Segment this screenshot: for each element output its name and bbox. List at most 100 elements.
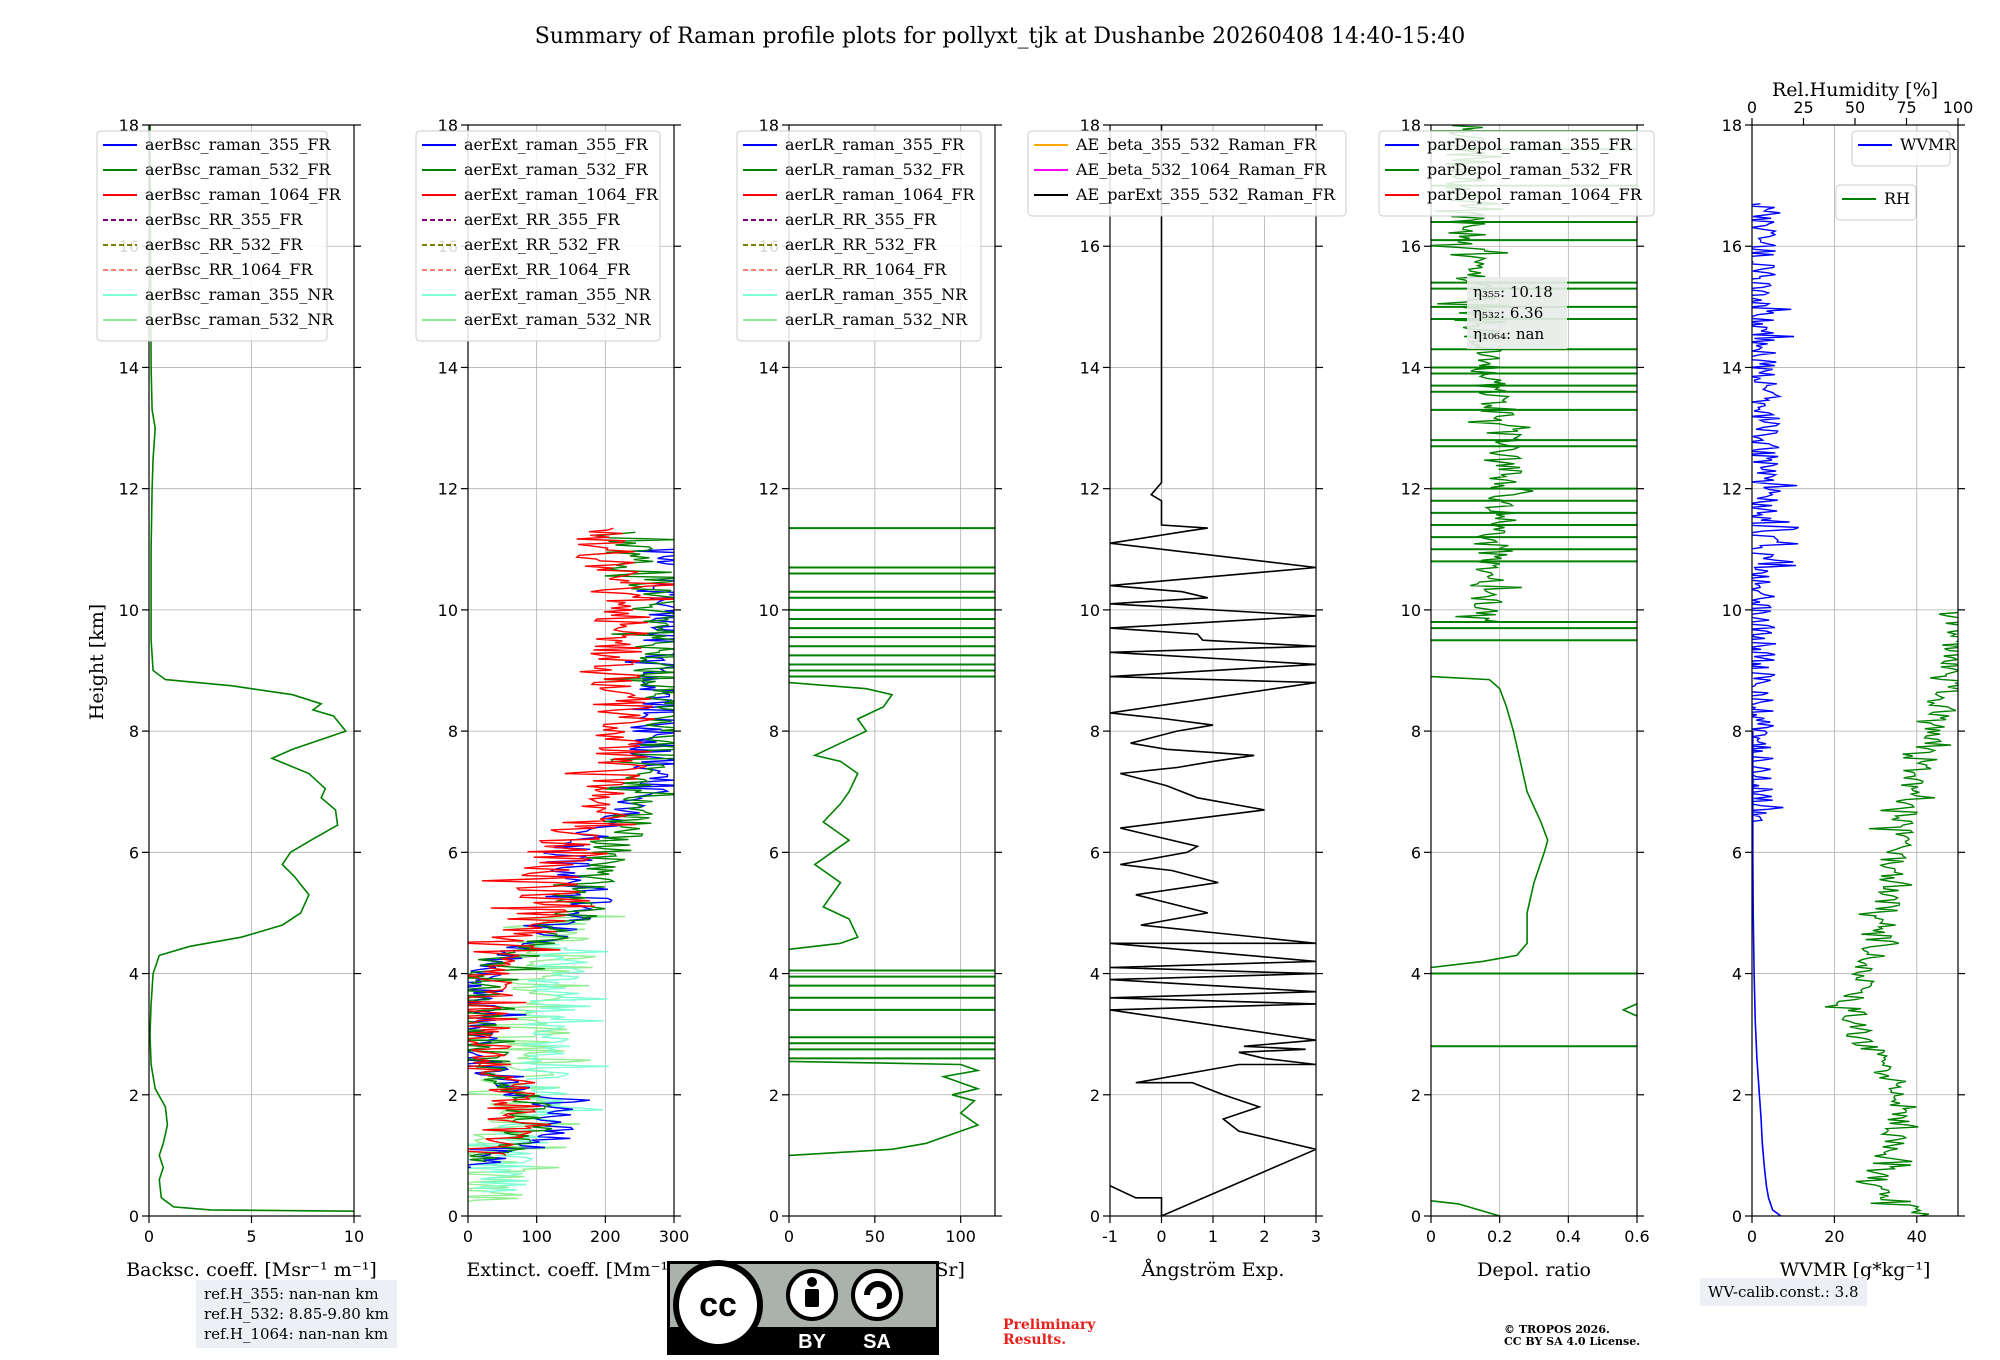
figure-title: Summary of Raman profile plots for polly… — [535, 24, 1466, 49]
y-tick-label: 6 — [1732, 843, 1742, 862]
top-x-axis-label: Rel.Humidity [%] — [1772, 79, 1938, 101]
legend-box — [415, 130, 661, 342]
legend-box — [1027, 130, 1347, 217]
y-tick-label: 8 — [1090, 722, 1100, 741]
by-person-head — [807, 1277, 817, 1287]
eta-line: η₁₀₆₄: nan — [1473, 325, 1544, 343]
y-axis-label: Height [km] — [86, 604, 108, 720]
y-tick-label: 0 — [1090, 1207, 1100, 1226]
legend-entry: WVMR — [1900, 135, 1957, 154]
copyright-line-2: CC BY SA 4.0 License. — [1504, 1335, 1641, 1348]
y-tick-label: 18 — [759, 116, 779, 135]
sa-label: SA — [863, 1331, 891, 1353]
y-tick-label: 2 — [1090, 1086, 1100, 1105]
legend: WVMR — [1851, 130, 1957, 167]
y-tick-label: 4 — [1411, 965, 1421, 984]
y-tick-label: 16 — [1080, 237, 1100, 256]
y-tick-label: 12 — [1080, 480, 1100, 499]
legend-box — [1378, 130, 1655, 217]
y-tick-label: 2 — [448, 1086, 458, 1105]
legend-entry: aerExt_RR_355_FR — [464, 210, 621, 229]
x-axis-label: Extinct. coeff. [Mm⁻¹] — [466, 1259, 675, 1281]
y-tick-label: 0 — [448, 1207, 458, 1226]
panel-bsc: 0246810121416180510Backsc. coeff. [Msr⁻¹… — [96, 116, 377, 1281]
y-tick-label: 4 — [448, 965, 458, 984]
series-line — [789, 1060, 981, 1157]
y-tick-label: 8 — [1732, 722, 1742, 741]
legend-entry: aerLR_raman_532_NR — [785, 310, 968, 329]
copyright-note: © TROPOS 2026. CC BY SA 4.0 License. — [1504, 1324, 1640, 1348]
series-group — [789, 527, 995, 1157]
y-tick-label: 12 — [1722, 480, 1742, 499]
x-tick-label: -1 — [1102, 1227, 1118, 1246]
legend-entry: aerLR_RR_355_FR — [785, 210, 937, 229]
legend: RH — [1835, 184, 1917, 221]
y-tick-label: 8 — [129, 722, 139, 741]
legend-entry: aerLR_raman_355_FR — [785, 135, 965, 154]
y-tick-label: 16 — [1722, 237, 1742, 256]
x-tick-label: 40 — [1907, 1227, 1927, 1246]
series-group — [1752, 203, 1958, 1216]
x-tick-label: 0.6 — [1624, 1227, 1649, 1246]
eta-line: η₅₃₂: 6.36 — [1473, 304, 1543, 322]
series-noisy-line — [1824, 611, 1958, 1216]
legend-entry: aerBsc_raman_355_FR — [145, 135, 331, 154]
y-tick-label: 12 — [1401, 480, 1421, 499]
legend-entry: aerExt_raman_532_NR — [464, 310, 652, 329]
legend: AE_beta_355_532_Raman_FR AE_beta_532_1064… — [1027, 130, 1347, 217]
x-tick-label: 0 — [463, 1227, 473, 1246]
x-tick-label: 3 — [1311, 1227, 1321, 1246]
y-tick-label: 14 — [1722, 358, 1742, 377]
x-tick-label: 0 — [144, 1227, 154, 1246]
y-tick-label: 16 — [1401, 237, 1421, 256]
y-tick-label: 14 — [438, 358, 458, 377]
x-tick-label: 0 — [1156, 1227, 1166, 1246]
series-line — [789, 681, 894, 951]
panel-frame — [467, 124, 675, 1217]
x-axis-label: Depol. ratio — [1477, 1259, 1591, 1281]
cc-logo-icon — [673, 1260, 763, 1350]
top-x-tick-label: 50 — [1845, 98, 1865, 117]
legend-entry: aerBsc_raman_1064_FR — [145, 185, 342, 204]
legend: aerExt_raman_355_FR aerExt_raman_532_FRae… — [415, 130, 661, 342]
legend-entry: aerExt_RR_1064_FR — [464, 260, 631, 279]
y-tick-label: 0 — [129, 1207, 139, 1226]
x-tick-label: 1 — [1208, 1227, 1218, 1246]
y-tick-label: 0 — [1411, 1207, 1421, 1226]
legend: aerBsc_raman_355_FR aerBsc_raman_532_FRae… — [96, 130, 342, 342]
y-tick-label: 10 — [1401, 601, 1421, 620]
x-axis-label: WVMR [g*kg⁻¹] — [1780, 1259, 1931, 1281]
legend-entry: parDepol_raman_532_FR — [1427, 160, 1633, 179]
y-tick-label: 10 — [119, 601, 139, 620]
x-tick-label: 0.4 — [1556, 1227, 1581, 1246]
legend-entry: AE_beta_532_1064_Raman_FR — [1075, 160, 1327, 179]
legend-entry: RH — [1884, 189, 1910, 208]
y-tick-label: 18 — [1080, 116, 1100, 135]
y-tick-label: 10 — [1722, 601, 1742, 620]
legend-entry: parDepol_raman_1064_FR — [1427, 185, 1643, 204]
panel-ext: 0246810121416180100200300Extinct. coeff.… — [415, 116, 689, 1281]
y-tick-label: 6 — [769, 843, 779, 862]
cc-logo-text: cc — [699, 1286, 737, 1324]
y-tick-label: 12 — [119, 480, 139, 499]
wv-calibration-box: WV-calib.const.: 3.8 — [1700, 1278, 1867, 1306]
y-tick-label: 10 — [1080, 601, 1100, 620]
y-tick-label: 4 — [1090, 965, 1100, 984]
y-tick-label: 12 — [438, 480, 458, 499]
y-tick-label: 4 — [1732, 965, 1742, 984]
y-tick-label: 14 — [759, 358, 779, 377]
eta-line: η₃₅₅: 10.18 — [1473, 283, 1553, 301]
series-group — [468, 527, 674, 1203]
x-tick-label: 20 — [1824, 1227, 1844, 1246]
x-tick-label: 0.2 — [1487, 1227, 1512, 1246]
y-tick-label: 2 — [1411, 1086, 1421, 1105]
sa-arrow-icon — [864, 1281, 892, 1310]
y-tick-label: 10 — [759, 601, 779, 620]
x-tick-label: 100 — [521, 1227, 552, 1246]
legend-entry: AE_parExt_355_532_Raman_FR — [1075, 185, 1336, 204]
preliminary-line-2: Results. — [1003, 1332, 1067, 1348]
y-tick-label: 18 — [1722, 116, 1742, 135]
top-x-tick-label: 25 — [1793, 98, 1813, 117]
preliminary-note: Preliminary Results. — [1003, 1318, 1095, 1348]
legend-box — [736, 130, 982, 342]
